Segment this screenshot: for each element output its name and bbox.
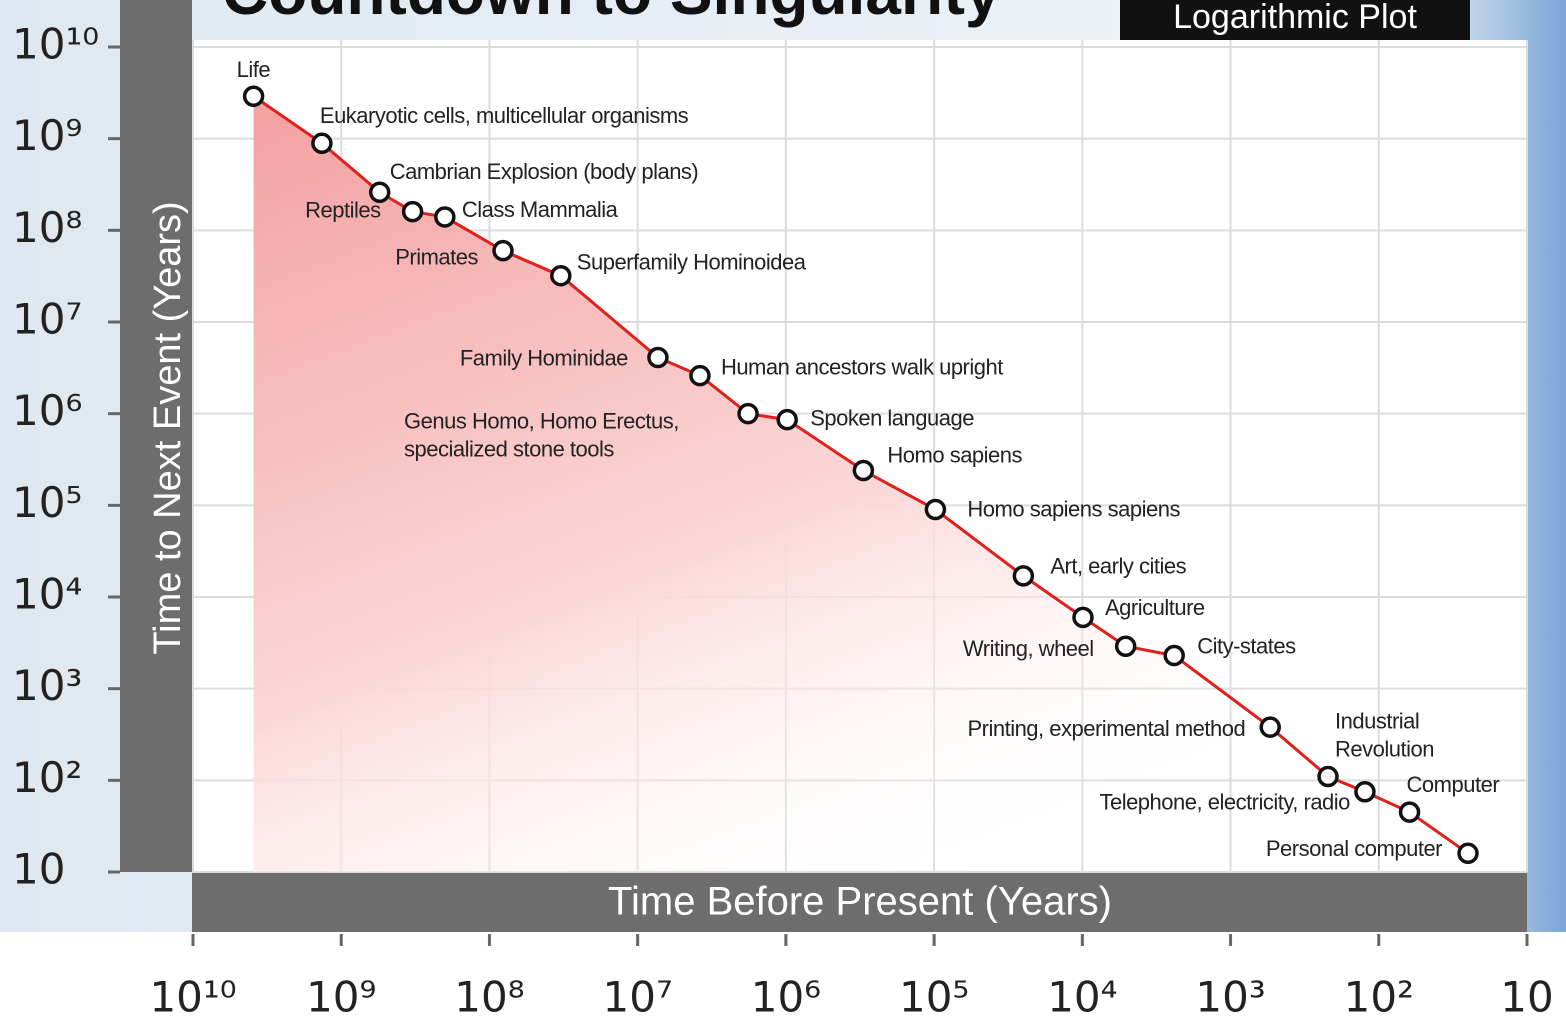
event-label: Agriculture	[1105, 595, 1205, 620]
event-marker	[852, 459, 875, 482]
event-marker	[1072, 606, 1094, 629]
event-marker	[492, 239, 514, 262]
event-label: Human ancestors walk upright	[721, 354, 1003, 379]
event-marker	[434, 206, 456, 228]
event-label: Printing, experimental method	[967, 716, 1245, 741]
event-marker	[1398, 801, 1421, 823]
y-tick-label: 10	[12, 845, 65, 894]
event-marker	[401, 200, 424, 223]
x-tick-label: 10⁶	[751, 973, 821, 1022]
x-tick-label: 10⁵	[899, 973, 969, 1022]
y-tick-label: 10²	[12, 753, 82, 802]
y-axis-label: Time to Next Event (Years)	[147, 201, 189, 654]
trend-line	[252, 95, 1469, 855]
event-label: Primates	[395, 244, 478, 269]
y-axis-bar	[120, 0, 192, 872]
event-marker	[1457, 842, 1479, 865]
event-label: Superfamily Hominoidea	[577, 250, 807, 275]
event-label: Cambrian Explosion (body plans)	[390, 159, 699, 184]
event-marker	[1317, 765, 1339, 788]
event-marker	[689, 364, 711, 387]
event-marker	[1259, 716, 1281, 738]
x-tick-label: 10⁴	[1047, 973, 1117, 1022]
chart-title: Countdown to Singularity	[222, 0, 1001, 28]
y-tick-label: 10⁸	[12, 203, 82, 252]
subtitle-box	[1120, 0, 1470, 40]
event-label: Spoken language	[810, 405, 974, 430]
event-label: Life	[237, 57, 271, 82]
event-marker	[1163, 644, 1185, 667]
y-tick-label: 10³	[12, 661, 82, 710]
event-label: Homo sapiens	[887, 442, 1022, 467]
event-marker	[242, 85, 265, 108]
event-label: Art, early cities	[1050, 554, 1186, 579]
x-tick-label: 10¹⁰	[149, 973, 236, 1022]
x-axis-bar	[192, 872, 1527, 932]
event-marker	[1012, 565, 1035, 587]
event-label: Revolution	[1335, 736, 1434, 761]
x-tick-label: 10⁹	[306, 973, 376, 1022]
y-tick-label: 10⁷	[12, 295, 82, 344]
event-marker	[924, 498, 947, 521]
x-tick-label: 10²	[1344, 973, 1414, 1022]
event-label: Personal computer	[1266, 836, 1442, 861]
event-marker	[311, 132, 333, 155]
bottom-band	[0, 932, 1566, 1022]
event-marker	[1354, 781, 1376, 803]
y-tick-label: 10⁵	[12, 478, 82, 527]
event-label: Writing, wheel	[963, 636, 1094, 661]
event-label: Telephone, electricity, radio	[1099, 790, 1350, 815]
event-marker	[368, 181, 391, 204]
chart-subtitle: Logarithmic Plot	[1173, 0, 1417, 36]
y-tick-label: 10⁹	[12, 111, 82, 160]
x-axis-label: Time Before Present (Years)	[608, 880, 1112, 924]
event-marker	[647, 346, 669, 369]
event-marker	[550, 264, 572, 287]
event-label: Computer	[1407, 772, 1500, 797]
event-label: Eukaryotic cells, multicellular organism…	[320, 103, 689, 128]
event-label: Homo sapiens sapiens	[967, 496, 1180, 521]
event-label: Class Mammalia	[462, 197, 619, 222]
event-marker	[776, 408, 798, 431]
event-label: Industrial	[1335, 708, 1419, 733]
event-label: Genus Homo, Homo Erectus,	[404, 408, 679, 433]
area-fill	[253, 96, 1469, 873]
event-label: Reptiles	[305, 197, 381, 222]
event-label: Family Hominidae	[460, 345, 628, 370]
event-marker	[737, 402, 759, 425]
x-tick-label: 10³	[1195, 973, 1265, 1022]
event-marker	[1114, 635, 1137, 658]
event-label: City-states	[1197, 633, 1296, 658]
x-tick-label: 10	[1500, 973, 1553, 1022]
x-tick-label: 10⁷	[603, 973, 673, 1022]
event-label: specialized stone tools	[404, 436, 614, 461]
y-tick-label: 10¹⁰	[12, 20, 99, 69]
y-tick-label: 10⁶	[12, 386, 82, 435]
x-tick-label: 10⁸	[454, 973, 524, 1022]
y-tick-label: 10⁴	[12, 570, 82, 619]
